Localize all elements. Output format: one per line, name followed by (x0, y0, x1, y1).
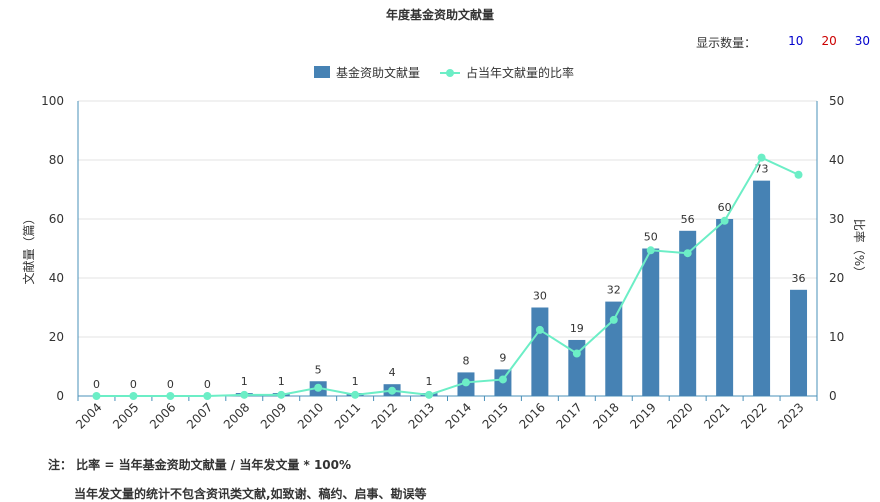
bar-data-label: 4 (389, 366, 396, 379)
bar (605, 301, 623, 396)
ratio-point (92, 392, 101, 400)
bar-data-label: 0 (130, 378, 137, 391)
y-tick-label: 80 (49, 153, 64, 167)
ratio-point (425, 390, 434, 399)
y-right-tick-label: 50 (829, 94, 844, 108)
x-tick-label: 2005 (110, 400, 141, 431)
bar-data-label: 0 (167, 378, 174, 391)
display-count-label: 显示数量： (696, 36, 757, 50)
bar-data-label: 1 (352, 375, 359, 388)
display-count-option-10[interactable]: 10 (788, 34, 804, 48)
ratio-point (720, 216, 729, 225)
ratio-point (129, 392, 138, 400)
bar-data-label: 56 (681, 213, 695, 226)
footnote-ratio: 注： 比率 = 当年基金资助文献量 / 当年发文量 * 100% (48, 458, 352, 472)
y-tick-label: 0 (56, 389, 64, 403)
y-right-tick-label: 30 (829, 212, 844, 226)
x-tick-label: 2016 (516, 400, 547, 431)
bar-data-label: 50 (644, 231, 658, 244)
x-tick-label: 2004 (73, 400, 104, 431)
legend-line-marker (446, 69, 454, 77)
ratio-point (351, 390, 360, 399)
ratio-point (757, 153, 766, 162)
x-tick-label: 2008 (221, 400, 252, 431)
bar (753, 180, 771, 396)
bar-data-label: 0 (93, 378, 100, 391)
y-right-tick-label: 20 (829, 271, 844, 285)
x-tick-label: 2019 (627, 400, 658, 431)
bar (531, 307, 549, 396)
y-axis-title: 文献量（篇） (21, 212, 36, 284)
x-tick-label: 2018 (590, 400, 621, 431)
bar (716, 219, 734, 396)
y-right-tick-label: 40 (829, 153, 844, 167)
x-tick-label: 2009 (258, 400, 289, 431)
x-tick-label: 2006 (147, 400, 178, 431)
footnote-exclusion: 当年发文量的统计不包含资讯类文献,如致谢、稿约、启事、勘误等 (74, 487, 427, 501)
legend-bar-swatch (314, 66, 330, 78)
x-tick-label: 2017 (553, 400, 584, 431)
x-tick-label: 2015 (480, 400, 511, 431)
ratio-point (388, 386, 397, 395)
ratio-point (277, 390, 286, 399)
y-right-tick-label: 10 (829, 330, 844, 344)
chart-title: 年度基金资助文献量 (385, 8, 494, 22)
legend-bar-label: 基金资助文献量 (336, 65, 420, 80)
bar-data-label: 8 (462, 354, 469, 367)
bar-data-label: 1 (241, 375, 248, 388)
footnotes: 注： 比率 = 当年基金资助文献量 / 当年发文量 * 100% 当年发文量的统… (48, 456, 427, 502)
y-axis-right-title: 比率（%） (852, 219, 867, 278)
ratio-point (535, 325, 544, 334)
bar-data-label: 36 (792, 272, 806, 285)
ratio-point (646, 246, 655, 255)
bar-data-label: 30 (533, 290, 547, 303)
y-tick-label: 20 (49, 330, 64, 344)
ratio-point (461, 378, 470, 387)
x-tick-label: 2022 (738, 400, 769, 431)
y-tick-label: 40 (49, 271, 64, 285)
ratio-point (240, 390, 249, 399)
ratio-point (166, 392, 175, 400)
ratio-point (572, 349, 581, 358)
bar-data-label: 5 (315, 363, 322, 376)
bar-data-label: 32 (607, 284, 621, 297)
ratio-point (609, 315, 618, 324)
x-tick-label: 2014 (443, 400, 474, 431)
bar (568, 339, 586, 396)
x-tick-label: 2010 (295, 400, 326, 431)
bar-data-label: 19 (570, 322, 584, 335)
bar (790, 289, 808, 396)
x-tick-label: 2012 (369, 400, 400, 431)
bar (679, 230, 697, 396)
legend-line-label: 占当年文献量的比率 (466, 65, 574, 80)
bar-data-label: 73 (755, 163, 769, 176)
x-tick-label: 2007 (184, 400, 215, 431)
ratio-line (96, 156, 799, 397)
x-tick-label: 2013 (406, 400, 437, 431)
y-tick-label: 100 (41, 94, 64, 108)
display-count-option-20[interactable]: 20 (821, 34, 837, 48)
ratio-point (683, 249, 692, 258)
ratio-point (794, 170, 803, 179)
x-tick-label: 2020 (664, 400, 695, 431)
ratio-point (498, 375, 507, 384)
display-count-option-30[interactable]: 30 (854, 34, 870, 48)
bar-data-label: 0 (204, 378, 211, 391)
bar-data-label: 9 (499, 351, 506, 364)
bar-data-label: 1 (278, 375, 285, 388)
bar (642, 248, 660, 396)
x-tick-label: 2021 (701, 400, 732, 431)
x-tick-label: 2011 (332, 400, 363, 431)
display-count-selector: 显示数量： 10 20 30 (696, 34, 870, 51)
bar-data-label: 60 (718, 201, 732, 214)
bar-data-label: 1 (426, 375, 433, 388)
ratio-point (314, 383, 323, 392)
y-tick-label: 60 (49, 212, 64, 226)
y-right-tick-label: 0 (829, 389, 837, 403)
x-tick-label: 2023 (775, 400, 806, 431)
ratio-point (203, 392, 212, 400)
